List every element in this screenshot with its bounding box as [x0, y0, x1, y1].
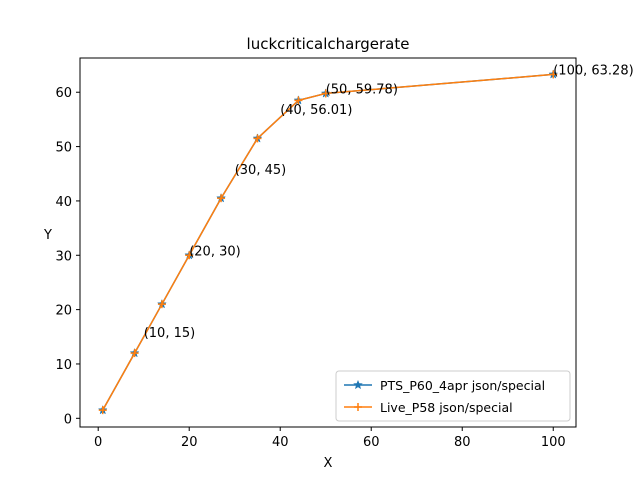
data-point: [354, 403, 362, 411]
data-label: (40, 56.01): [280, 103, 352, 118]
data-point: [353, 379, 363, 390]
y-tick-label: 0: [64, 412, 72, 427]
x-tick-label: 60: [363, 435, 380, 450]
legend-item[interactable]: PTS_P60_4apr json/special: [344, 378, 545, 393]
y-tick-label: 40: [55, 195, 72, 210]
chart-title: luckcriticalchargerate: [247, 35, 410, 53]
x-axis-label: X: [324, 456, 333, 471]
x-tick-label: 100: [541, 435, 566, 450]
legend-box: [335, 370, 571, 422]
x-tick-label: 20: [181, 435, 198, 450]
data-label: (10, 15): [144, 326, 196, 341]
data-point: [185, 251, 194, 260]
data-point: [549, 70, 558, 79]
data-point: [217, 194, 226, 203]
legend-label: PTS_P60_4apr json/special: [380, 378, 545, 393]
series-line: [102, 73, 554, 411]
y-tick-label: 50: [55, 141, 72, 156]
legend-item[interactable]: Live_P58 json/special: [344, 400, 513, 415]
plot-area: 0 20 40 60 80 100 0 10 20 30 40 50 60: [55, 57, 577, 450]
annotations: (10, 15) (20, 30) (30, 45) (40, 56.01) (50, …: [144, 63, 634, 340]
x-tick-label: 0: [94, 435, 102, 450]
data-point: [321, 89, 330, 98]
series-1: [97, 69, 559, 415]
series-2: [98, 70, 558, 415]
x-tick-label: 40: [272, 435, 289, 450]
axes-frame: [79, 57, 577, 428]
data-label: (30, 45): [235, 163, 286, 178]
data-point: [253, 134, 262, 143]
data-label: (20, 30): [189, 244, 241, 259]
legend[interactable]: PTS_P60_4apr json/special Live_P58 json/s…: [335, 370, 571, 422]
data-label: (50, 59.78): [326, 82, 398, 97]
y-tick-label: 30: [55, 249, 72, 264]
data-point: [294, 96, 303, 105]
data-label: (100, 63.28): [553, 63, 633, 78]
x-tick-label: 80: [454, 435, 471, 450]
data-point: [130, 349, 139, 358]
y-axis-label: Y: [43, 228, 52, 243]
y-tick-label: 20: [55, 304, 72, 319]
data-point: [157, 300, 166, 309]
y-tick-label: 60: [55, 86, 72, 101]
data-point: [98, 406, 107, 415]
y-tick-label: 10: [55, 358, 72, 373]
legend-label: Live_P58 json/special: [380, 400, 513, 415]
series-line: [102, 73, 554, 411]
